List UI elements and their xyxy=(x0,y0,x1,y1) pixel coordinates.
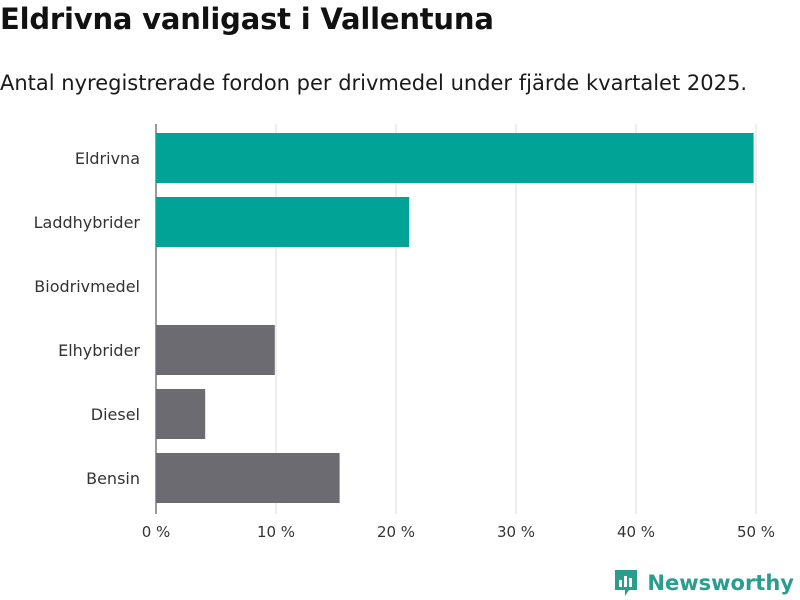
category-label: Diesel xyxy=(91,405,140,424)
bar-elhybrider xyxy=(156,325,275,375)
brand-name: Newsworthy xyxy=(647,571,794,595)
chart-title: Eldrivna vanligast i Vallentuna xyxy=(0,2,494,36)
x-tick-label: 20 % xyxy=(377,523,415,541)
bar-bensin xyxy=(156,453,340,503)
bar-eldrivna xyxy=(156,133,754,183)
x-tick-label: 0 % xyxy=(142,523,171,541)
x-tick-label: 10 % xyxy=(257,523,295,541)
x-tick-label: 40 % xyxy=(617,523,655,541)
newsworthy-logo: Newsworthy xyxy=(613,568,794,598)
x-tick-label: 50 % xyxy=(737,523,775,541)
chart-subtitle: Antal nyregistrerade fordon per drivmede… xyxy=(0,71,748,95)
category-label: Elhybrider xyxy=(58,341,140,360)
category-label: Eldrivna xyxy=(75,149,140,168)
bar-laddhybrider xyxy=(156,197,410,247)
x-tick-label: 30 % xyxy=(497,523,535,541)
bar-diesel xyxy=(156,389,206,439)
bar-chart: Eldrivna Laddhybrider Biodrivmedel Elhybrid… xyxy=(34,124,775,541)
category-label: Laddhybrider xyxy=(34,213,141,232)
category-label: Bensin xyxy=(86,469,140,488)
category-label: Biodrivmedel xyxy=(34,277,140,296)
newsworthy-icon xyxy=(615,570,638,596)
